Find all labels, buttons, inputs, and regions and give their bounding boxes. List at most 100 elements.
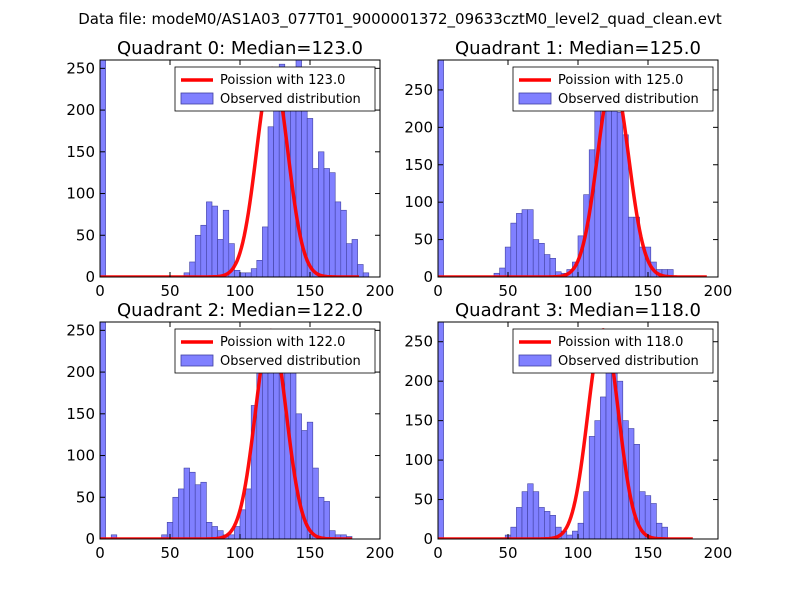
x-tick-label: 200	[704, 544, 733, 562]
histogram-bar	[206, 522, 213, 539]
histogram-bar	[273, 109, 280, 277]
legend-hist-label: Observed distribution	[220, 354, 361, 369]
histogram-bar	[549, 257, 556, 277]
panels-container: Quadrant 0: Median=123.0 0 50 100 150 200 0 50 1…	[66, 38, 732, 562]
histogram-bar	[100, 60, 106, 277]
quadrant-0-title: Quadrant 0: Median=123.0	[117, 38, 363, 59]
histogram-bar	[510, 526, 517, 539]
histogram-bar	[656, 522, 663, 539]
histogram-bar	[189, 471, 196, 539]
histogram-bar	[306, 118, 314, 277]
x-tick-label: 200	[366, 544, 395, 562]
legend-hist-swatch	[180, 354, 214, 367]
histogram-bar	[256, 260, 263, 277]
legend-poisson-label: Poission with 125.0	[558, 73, 683, 88]
histogram-bar	[267, 126, 274, 277]
histogram-bar	[538, 243, 545, 277]
y-tick-label: 50	[76, 226, 95, 244]
x-tick-label: 150	[296, 544, 325, 562]
legend-hist-swatch	[180, 92, 214, 105]
histogram-bar	[312, 467, 319, 539]
legend-hist-swatch	[518, 354, 552, 367]
y-tick-label: 100	[66, 447, 95, 465]
histogram-bar	[357, 264, 364, 277]
x-tick-label: 0	[433, 282, 443, 300]
histogram-bar	[516, 213, 523, 277]
y-tick-label: 150	[404, 412, 433, 430]
histogram-bar	[583, 491, 590, 539]
quadrant-3-legend: Poission with 118.0 Observed distribution	[512, 328, 714, 374]
histogram-bar	[194, 484, 202, 539]
quadrant-2-legend: Poission with 122.0 Observed distribution	[174, 328, 376, 374]
y-tick-label: 250	[404, 81, 433, 99]
histogram-bar	[228, 243, 235, 277]
histogram-bar	[250, 268, 258, 277]
histogram-bar	[667, 269, 674, 277]
x-tick-label: 100	[564, 544, 593, 562]
histogram-bar	[318, 496, 325, 539]
poisson-curve	[438, 76, 708, 277]
quadrant-3-panel: Quadrant 3: Median=118.0 0 50 100 150 200 0 50 1…	[404, 300, 732, 562]
y-tick-label: 100	[404, 451, 433, 469]
histogram-bar	[538, 507, 545, 539]
y-tick-label: 150	[66, 405, 95, 423]
histogram-bar	[527, 209, 534, 277]
histogram-bar	[312, 168, 319, 277]
y-tick-label: 0	[85, 530, 95, 548]
y-tick-label: 150	[404, 156, 433, 174]
histogram-bar	[532, 239, 540, 277]
quadrant-3-histogram	[438, 322, 668, 539]
histogram-bar	[532, 491, 540, 539]
quadrant-1-title: Quadrant 1: Median=125.0	[455, 38, 701, 59]
histogram-bar	[200, 481, 207, 539]
legend-hist-label: Observed distribution	[220, 92, 361, 107]
y-tick-label: 150	[66, 143, 95, 161]
histogram-bar	[323, 501, 330, 539]
histogram-bar	[549, 515, 556, 539]
y-tick-label: 50	[414, 491, 433, 509]
figure-suptitle: Data file: modeM0/AS1A03_077T01_90000013…	[78, 10, 722, 29]
legend-poisson-label: Poission with 122.0	[220, 335, 345, 350]
y-tick-label: 200	[66, 363, 95, 381]
histogram-bar	[234, 526, 241, 539]
x-tick-label: 100	[564, 282, 593, 300]
quadrant-1-legend: Poission with 125.0 Observed distribution	[512, 66, 714, 112]
x-tick-label: 200	[704, 282, 733, 300]
histogram-bar	[521, 491, 528, 539]
histogram-bar	[346, 243, 353, 277]
histogram-bar	[544, 511, 551, 539]
y-tick-label: 200	[66, 101, 95, 119]
legend-hist-label: Observed distribution	[558, 354, 699, 369]
histogram-bar	[222, 209, 230, 277]
y-tick-label: 250	[404, 333, 433, 351]
histogram-bar	[628, 216, 635, 277]
histogram-bar	[572, 530, 579, 539]
histogram-bar	[189, 261, 196, 277]
x-tick-label: 50	[160, 282, 179, 300]
histogram-bar	[172, 496, 179, 539]
histogram-bar	[527, 483, 534, 539]
poisson-curve	[100, 328, 353, 539]
histogram-bar	[644, 495, 652, 539]
quadrant-2-title: Quadrant 2: Median=122.0	[117, 300, 363, 321]
histogram-bar	[577, 522, 584, 539]
y-tick-label: 200	[404, 118, 433, 136]
histogram-bar	[340, 209, 347, 277]
histogram-bar	[239, 509, 246, 539]
histogram-bar	[228, 534, 235, 539]
quadrant-2-panel: Quadrant 2: Median=122.0 0 50 100 150 200 0 50 1…	[66, 300, 394, 562]
x-tick-label: 150	[296, 282, 325, 300]
x-tick-label: 100	[226, 282, 255, 300]
legend-hist-swatch	[518, 92, 552, 105]
histogram-bar	[588, 436, 596, 539]
histogram-bar	[351, 239, 358, 277]
histogram-bar	[544, 254, 551, 277]
y-tick-label: 250	[66, 59, 95, 77]
quadrant-1-panel: Quadrant 1: Median=125.0 0 50 100 150 200 0 50 1…	[404, 38, 732, 300]
y-tick-label: 0	[85, 268, 95, 286]
poisson-curve	[438, 328, 694, 539]
x-tick-label: 50	[498, 282, 517, 300]
y-tick-label: 100	[404, 193, 433, 211]
histogram-bar	[273, 346, 280, 539]
